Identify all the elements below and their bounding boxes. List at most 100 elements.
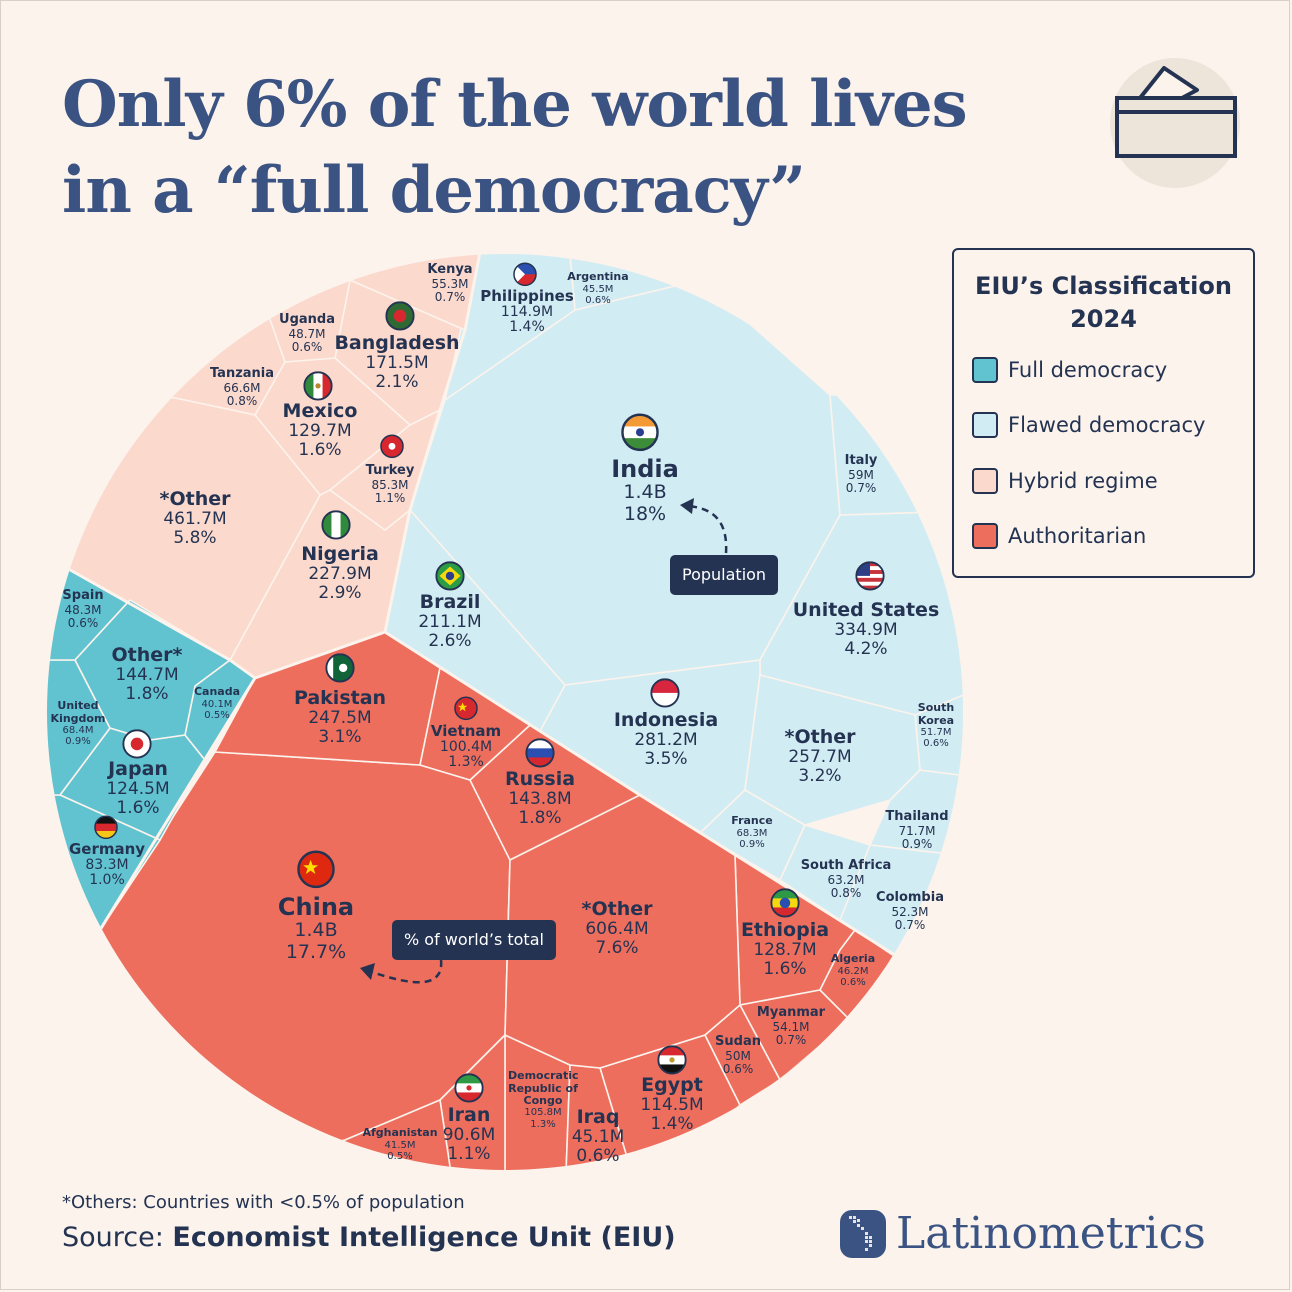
cell-name: Italy — [844, 453, 878, 469]
cell-name: *Other — [784, 725, 856, 748]
cell-name: Pakistan — [293, 686, 387, 709]
ballot-box-icon — [1115, 66, 1237, 158]
cell-population: 68.4M — [62, 725, 94, 737]
cell-share: 1.8% — [125, 683, 169, 704]
page-title: Only 6% of the world lives in a “full de… — [62, 62, 968, 234]
cell-name: Egypt — [641, 1073, 703, 1096]
label-philippines: Philippines 114.9M 1.4% — [480, 288, 574, 336]
brand-name: Latinometrics — [896, 1208, 1206, 1259]
label-indonesia: Indonesia 281.2M 3.5% — [613, 708, 719, 769]
cell-population: 45.1M — [571, 1126, 625, 1147]
cell-name: Bangladesh — [334, 331, 460, 354]
cell-name: Kenya — [427, 262, 473, 278]
footnote: *Others: Countries with <0.5% of populat… — [62, 1192, 465, 1213]
cell-name: South Africa — [800, 858, 892, 874]
cell-population: 461.7M — [163, 508, 227, 529]
cell-name: India — [611, 454, 679, 483]
share-arrowhead — [360, 963, 375, 980]
label-other: *Other 461.7M 5.8% — [159, 487, 231, 548]
brazil-flag-icon — [435, 561, 465, 595]
cell-share: 0.6% — [840, 976, 866, 988]
cell-population: 90.6M — [442, 1124, 496, 1145]
turkey-flag-icon — [380, 434, 404, 461]
china-flag-icon — [297, 850, 335, 893]
cell-name: Brazil — [419, 590, 481, 613]
cell-name: Indonesia — [613, 708, 719, 731]
russia-flag-icon — [525, 738, 555, 772]
legend-swatch — [972, 468, 998, 494]
cell-name: Algeria — [830, 952, 876, 966]
cell-population: 71.7M — [898, 823, 936, 838]
population-arrow — [687, 504, 728, 554]
cell-population: 52.3M — [891, 904, 929, 919]
cell-share: 1.4% — [509, 319, 545, 336]
cell-name: United Kingdom — [50, 699, 106, 725]
cell-share: 3.2% — [798, 765, 842, 786]
cell-name: Philippines — [480, 287, 574, 305]
cell-name: Tanzania — [209, 366, 275, 382]
label-canada: Canada 40.1M 0.5% — [194, 686, 240, 721]
population-callout: Population — [670, 555, 779, 595]
cell-population: 171.5M — [365, 352, 429, 373]
india-flag-icon — [621, 413, 659, 456]
cell-share: 0.6% — [722, 1062, 754, 1077]
cell-name: United States — [792, 598, 940, 621]
label-south-africa: South Africa 63.2M 0.8% — [801, 859, 892, 900]
title-line-2: in a “full democracy” — [62, 153, 806, 228]
cell-population: 63.2M — [827, 872, 865, 887]
cell-name: Mexico — [282, 399, 358, 422]
legend-label: Hybrid regime — [1008, 469, 1158, 493]
label-iran: Iran 90.6M 1.1% — [442, 1103, 496, 1164]
regime-divider — [383, 254, 492, 633]
legend-label: Flawed democracy — [1008, 413, 1206, 437]
cell-share: 1.6% — [298, 439, 342, 460]
cell-name: South Korea — [917, 701, 955, 727]
cell-population: 281.2M — [634, 729, 698, 750]
cell-share: 3.5% — [644, 748, 688, 769]
cell-share: 1.8% — [518, 807, 562, 828]
label-thailand: Thailand 71.7M 0.9% — [885, 810, 948, 851]
japan-flag-icon — [122, 729, 152, 763]
cell-share: 1.4% — [650, 1113, 694, 1134]
source: Source: Economist Intelligence Unit (EIU… — [62, 1222, 676, 1253]
americas-map-icon — [840, 1209, 886, 1258]
mexico-flag-icon — [303, 371, 333, 405]
cell-population: 227.9M — [308, 563, 372, 584]
label-china: China 1.4B 17.7% — [278, 893, 354, 963]
cell-name: *Other — [159, 487, 231, 510]
legend-title: EIU’s Classification 2024 — [954, 270, 1253, 336]
population-arrowhead — [680, 498, 694, 514]
cell-name: Nigeria — [301, 542, 379, 565]
cell-population: 68.3M — [736, 827, 768, 839]
legend-item-authoritarian: Authoritarian — [972, 522, 1146, 550]
cell-population: 211.1M — [418, 611, 482, 632]
cell-name: Russia — [504, 767, 576, 790]
cell-population: 114.9M — [500, 303, 554, 320]
cell-name: Iran — [447, 1103, 491, 1126]
label-myanmar: Myanmar 54.1M 0.7% — [757, 1006, 825, 1047]
legend-swatch — [972, 357, 998, 383]
label-south-korea: South Korea 51.7M 0.6% — [911, 702, 961, 749]
label-brazil: Brazil 211.1M 2.6% — [418, 590, 482, 651]
label-ethiopia: Ethiopia 128.7M 1.6% — [741, 919, 829, 979]
cell-population: 124.5M — [106, 778, 170, 799]
cell-share: 0.6% — [67, 616, 99, 631]
cell-name: Democratic Republic of Congo — [508, 1069, 579, 1108]
source-prefix: Source: — [62, 1222, 173, 1253]
cell-share: 0.7% — [775, 1033, 807, 1048]
label-vietnam: Vietnam 100.4M 1.3% — [431, 723, 501, 771]
source-name: Economist Intelligence Unit (EIU) — [172, 1222, 676, 1253]
label-democratic-republic-of-congo: Democratic Republic of Congo 105.8M 1.3% — [508, 1069, 579, 1130]
share-arrow — [371, 959, 443, 984]
cell-share: 7.6% — [595, 937, 639, 958]
cell-population: 114.5M — [640, 1094, 704, 1115]
cell-name: Canada — [193, 685, 241, 699]
label-nigeria: Nigeria 227.9M 2.9% — [301, 542, 379, 603]
label-germany: Germany 83.3M 1.0% — [69, 841, 145, 889]
label-other: Other* 144.7M 1.8% — [112, 644, 183, 704]
legend-label: Authoritarian — [1008, 524, 1147, 548]
cell-name: Japan — [108, 757, 168, 780]
cell-share: 2.6% — [428, 630, 472, 651]
indonesia-flag-icon — [650, 678, 680, 712]
